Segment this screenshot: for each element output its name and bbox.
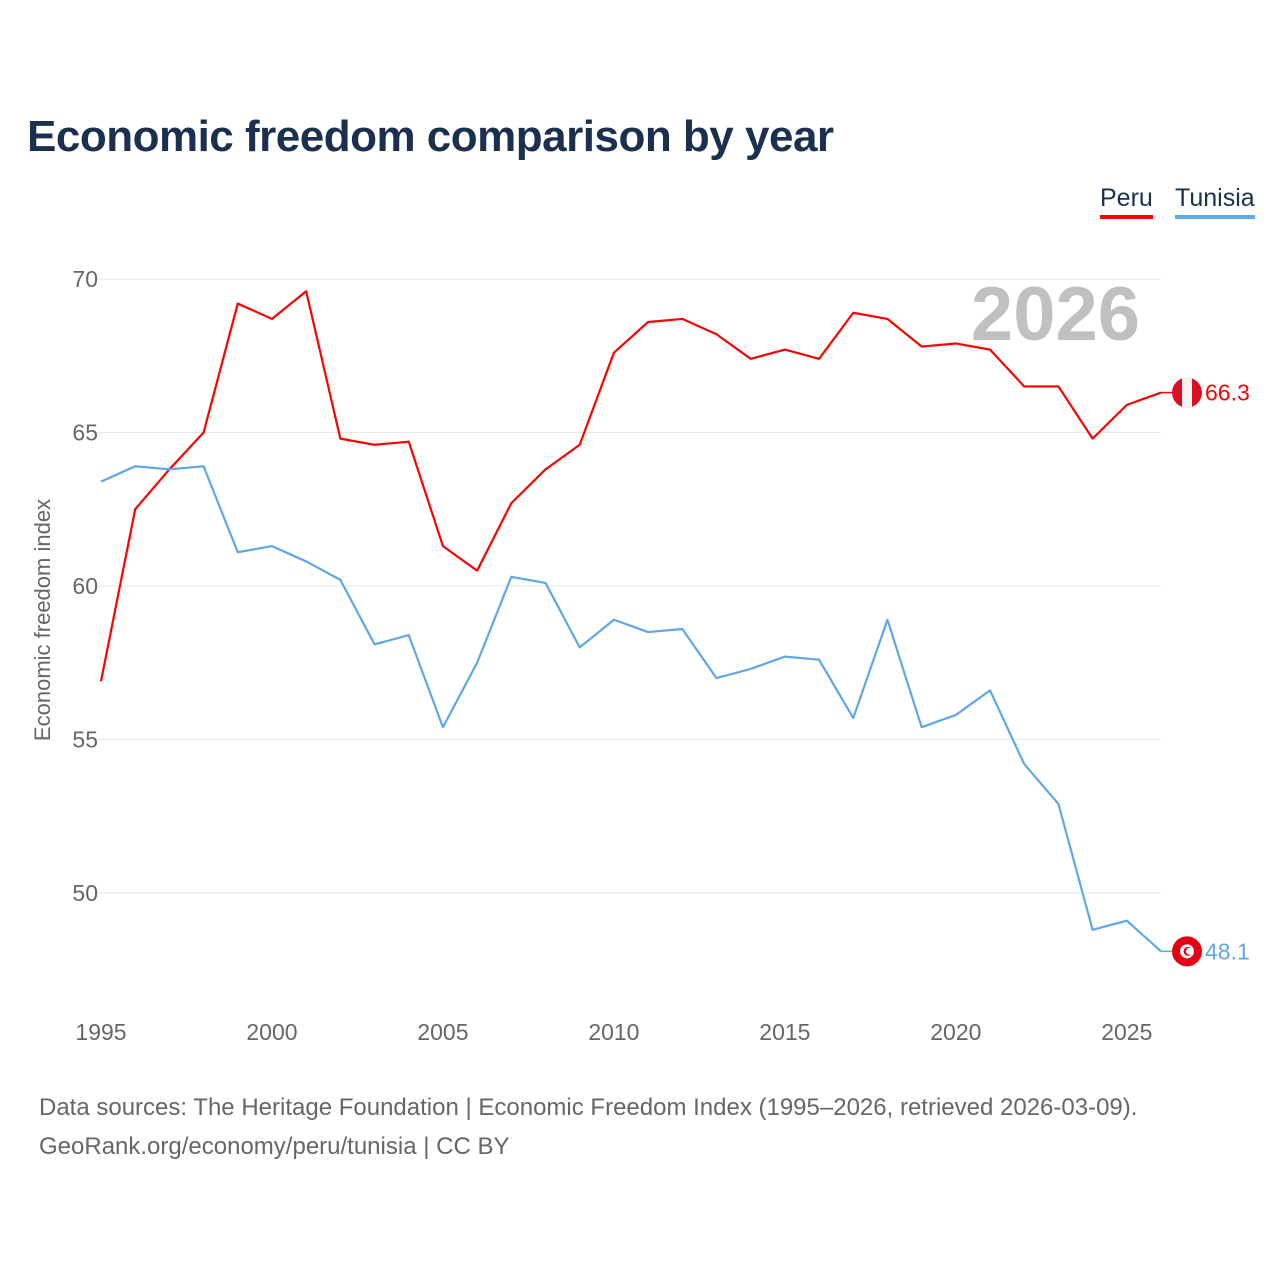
footer-attribution: GeoRank.org/economy/peru/tunisia | CC BY <box>39 1133 510 1160</box>
y-tick-label: 60 <box>72 573 98 599</box>
y-tick-label: 70 <box>72 266 98 292</box>
year-watermark: 2026 <box>971 272 1140 357</box>
tunisia-flag-icon <box>1186 947 1193 955</box>
x-tick-label: 2000 <box>246 1019 297 1045</box>
y-axis-label: Economic freedom index <box>30 499 55 741</box>
end-value-label: 66.3 <box>1205 380 1250 406</box>
x-tick-label: 2005 <box>417 1019 468 1045</box>
y-tick-label: 50 <box>72 880 98 906</box>
y-tick-label: 65 <box>72 420 98 446</box>
footer: Data sources: The Heritage Foundation | … <box>39 1088 1137 1166</box>
x-tick-label: 1995 <box>75 1019 126 1045</box>
y-tick-label: 55 <box>72 727 98 753</box>
x-tick-label: 2020 <box>930 1019 981 1045</box>
end-value-label: 48.1 <box>1205 938 1250 964</box>
chart-title: Economic freedom comparison by year <box>27 112 834 161</box>
peru-flag-icon <box>1182 377 1192 408</box>
x-tick-label: 2015 <box>759 1019 810 1045</box>
footer-sources: Data sources: The Heritage Foundation | … <box>39 1094 1138 1121</box>
series-line-tunisia <box>100 465 1162 953</box>
series-line-peru <box>99 290 1162 682</box>
chart-area: 50 55 60 65 70 1995 2000 2005 2010 2015 2020 2025 Ec… <box>30 266 1250 1045</box>
legend-peru[interactable]: Peru <box>1100 184 1153 219</box>
x-tick-label: 2010 <box>588 1019 639 1045</box>
x-tick-label: 2025 <box>1101 1019 1152 1045</box>
legend-tunisia[interactable]: Tunisia <box>1175 184 1255 219</box>
